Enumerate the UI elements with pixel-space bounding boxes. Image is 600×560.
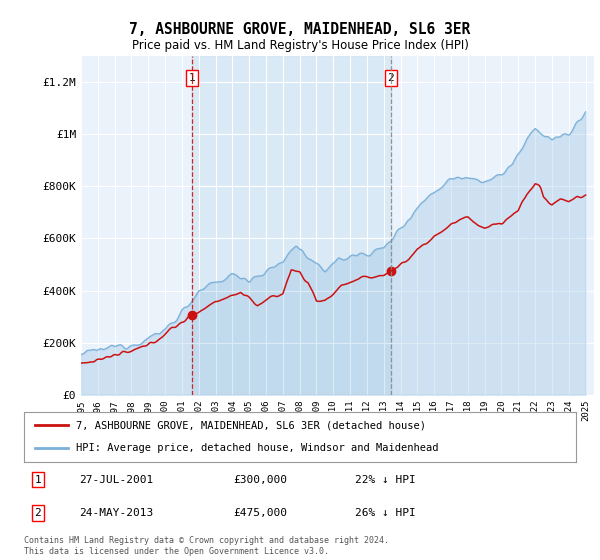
Text: 24-MAY-2013: 24-MAY-2013 (79, 508, 154, 518)
Text: 26% ↓ HPI: 26% ↓ HPI (355, 508, 416, 518)
Text: HPI: Average price, detached house, Windsor and Maidenhead: HPI: Average price, detached house, Wind… (76, 444, 439, 454)
Text: 1: 1 (188, 73, 195, 83)
Text: 2: 2 (34, 508, 41, 518)
Text: 7, ASHBOURNE GROVE, MAIDENHEAD, SL6 3ER: 7, ASHBOURNE GROVE, MAIDENHEAD, SL6 3ER (130, 22, 470, 38)
Text: 7, ASHBOURNE GROVE, MAIDENHEAD, SL6 3ER (detached house): 7, ASHBOURNE GROVE, MAIDENHEAD, SL6 3ER … (76, 420, 427, 430)
Text: 22% ↓ HPI: 22% ↓ HPI (355, 474, 416, 484)
Text: 27-JUL-2001: 27-JUL-2001 (79, 474, 154, 484)
Bar (192, 56, 391, 395)
Text: £475,000: £475,000 (234, 508, 288, 518)
Text: Price paid vs. HM Land Registry's House Price Index (HPI): Price paid vs. HM Land Registry's House … (131, 39, 469, 52)
Text: £300,000: £300,000 (234, 474, 288, 484)
Text: 2: 2 (388, 73, 394, 83)
Text: Contains HM Land Registry data © Crown copyright and database right 2024.
This d: Contains HM Land Registry data © Crown c… (24, 536, 389, 556)
Text: 1: 1 (34, 474, 41, 484)
